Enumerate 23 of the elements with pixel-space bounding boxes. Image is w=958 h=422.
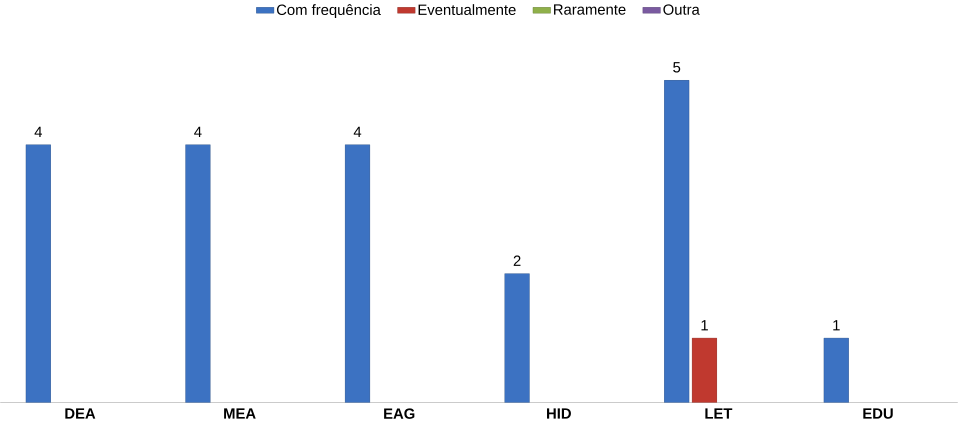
bar	[664, 80, 690, 402]
x-tick-label: EAG	[384, 408, 414, 419]
data-label: 1	[833, 320, 840, 330]
bar	[344, 144, 370, 402]
x-tick-label: HID	[547, 408, 571, 418]
data-label: 4	[194, 126, 202, 137]
bar	[504, 273, 530, 402]
bar	[26, 144, 51, 402]
data-label: 5	[673, 62, 680, 72]
bar	[824, 338, 849, 402]
legend-label: Raramente	[554, 4, 626, 15]
legend-label: Outra	[663, 4, 700, 15]
x-tick-label: LET	[705, 408, 732, 418]
x-tick-label: DEA	[65, 408, 96, 418]
data-label: 1	[702, 320, 708, 330]
legend-label: Com frequência	[276, 4, 381, 18]
data-label: 4	[34, 126, 42, 137]
data-label: 4	[354, 126, 362, 137]
x-tick-label: EDU	[863, 408, 893, 419]
x-tick-label: MEA	[224, 408, 256, 418]
legend-label: Eventualmente	[418, 4, 516, 15]
bar	[185, 144, 210, 402]
data-label: 2	[514, 255, 520, 266]
